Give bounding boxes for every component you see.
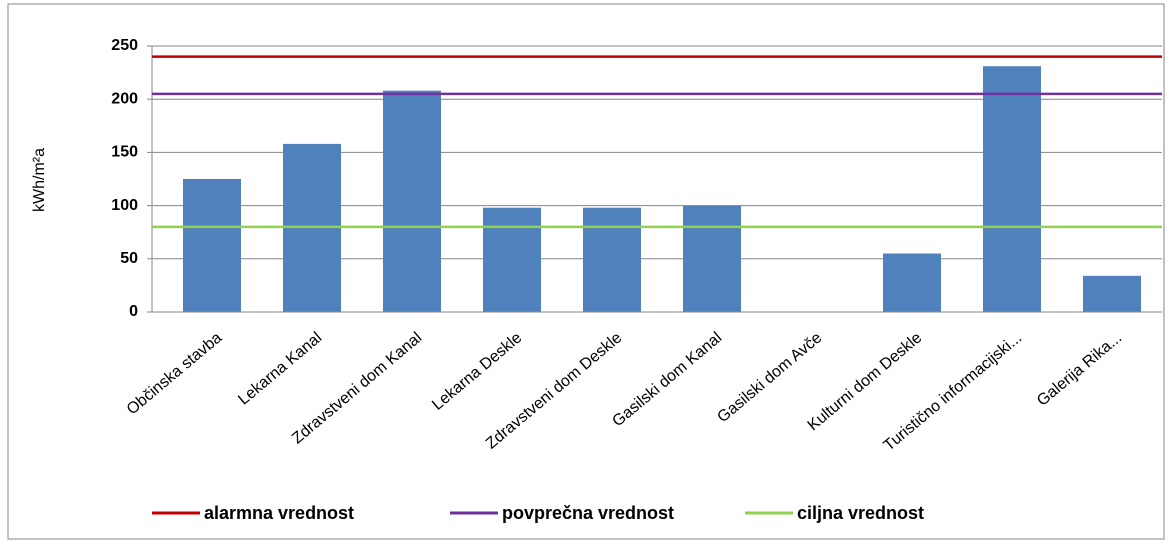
y-tick-label: 200 <box>111 90 138 107</box>
bar <box>483 207 541 312</box>
y-tick-label: 50 <box>120 250 138 267</box>
bar <box>883 253 941 312</box>
y-axis-title: kWh/m²a <box>31 148 48 212</box>
bar <box>683 205 741 312</box>
bar <box>983 66 1041 312</box>
legend-label: ciljna vrednost <box>797 503 924 523</box>
y-tick-label: 0 <box>129 303 138 320</box>
legend-label: alarmna vrednost <box>204 503 354 523</box>
bar <box>1083 275 1141 312</box>
y-tick-label: 150 <box>111 144 138 161</box>
legend-label: povprečna vrednost <box>502 503 674 523</box>
bar <box>383 90 441 312</box>
y-tick-label: 250 <box>111 37 138 54</box>
y-tick-label: 100 <box>111 197 138 214</box>
bar <box>183 179 241 312</box>
bar <box>583 207 641 312</box>
